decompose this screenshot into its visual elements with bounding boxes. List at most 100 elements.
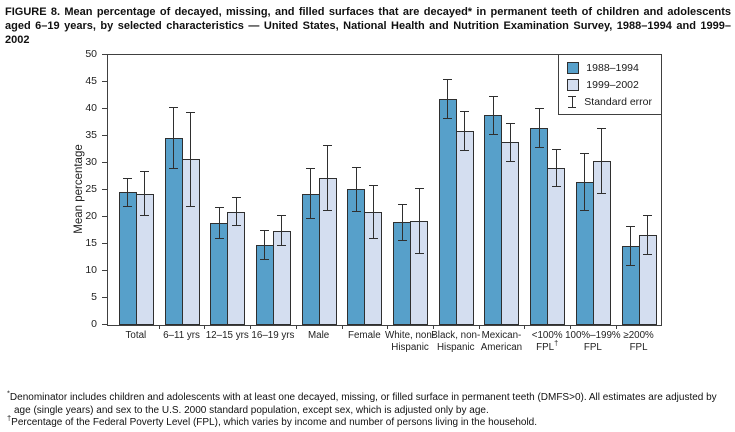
bar-1999-2002 (547, 167, 566, 325)
standard-error-icon (568, 96, 577, 108)
series-1988-1994-swatch-icon (567, 62, 580, 74)
error-bar (597, 128, 607, 195)
error-bar (443, 78, 453, 119)
figure-title: FIGURE 8. Mean percentage of decayed, mi… (5, 6, 731, 46)
error-bar (643, 214, 653, 255)
error-bar (368, 185, 378, 240)
error-bar (505, 122, 515, 163)
footnote-text: Denominator includes children and adoles… (9, 392, 717, 416)
error-bar (551, 148, 561, 187)
bar-1988-1994 (118, 192, 137, 325)
bar-group (347, 55, 383, 325)
x-axis-tick-mark (295, 325, 297, 329)
y-axis-tick-label: 30 (85, 155, 97, 168)
error-bar (323, 145, 333, 212)
y-axis-tick-mark (102, 162, 107, 163)
error-bar (306, 168, 316, 220)
x-axis-category-label: 16–19 yrs (251, 330, 295, 341)
y-axis-tick-mark (102, 189, 107, 190)
x-axis-category-label: White, non- Hispanic (384, 330, 436, 353)
bar-group (301, 55, 337, 325)
bar-1999-2002 (455, 130, 474, 325)
y-axis-tick-mark (102, 297, 107, 298)
legend-item-1999-2002: 1999–2002 (567, 79, 652, 91)
bar-group (484, 55, 520, 325)
x-axis-category-label: ≥200% FPL (623, 330, 654, 353)
error-bar (231, 197, 241, 227)
x-axis-category-label: Mexican- American (480, 330, 523, 353)
error-bar (534, 107, 544, 148)
x-axis-category-label: Male (308, 330, 330, 341)
y-axis-tick-mark (102, 324, 107, 325)
bar-1988-1994 (530, 127, 549, 325)
bar-group (164, 55, 200, 325)
x-axis-tick-mark (615, 325, 617, 329)
error-bar (351, 166, 361, 213)
y-axis-tick-label: 20 (85, 209, 97, 222)
error-bar (488, 95, 498, 136)
y-axis-tick-mark (102, 243, 107, 244)
plot-area: 1988–1994 1999–2002 Standard error (107, 54, 662, 326)
y-axis-tick-label: 5 (91, 290, 97, 303)
error-bar (123, 177, 133, 207)
x-axis-tick-mark (387, 325, 389, 329)
x-axis-tick-mark (341, 325, 343, 329)
x-axis-category-label: Female (348, 330, 381, 341)
y-axis-tick-mark (102, 54, 107, 55)
y-axis-tick-label: 15 (85, 236, 97, 249)
error-bar (397, 204, 407, 241)
legend: 1988–1994 1999–2002 Standard error (558, 54, 662, 115)
x-axis-labels: Total 6–11 yrs 12–15 yrs 16–19 yrs Male Femal… (107, 330, 660, 370)
x-axis-tick-mark (204, 325, 206, 329)
x-axis-category-label: <100% FPL† (531, 330, 563, 353)
error-bar (626, 225, 636, 266)
bar-group (393, 55, 429, 325)
bar-1988-1994 (484, 115, 503, 325)
bar-1988-1994 (438, 98, 457, 325)
bar-chart: Mean percentage 0 5 10 15 20 25 30 35 40 45 50 198… (0, 48, 735, 376)
y-axis-tick-label: 10 (85, 263, 97, 276)
series-1999-2002-swatch-icon (567, 79, 580, 91)
y-axis-tick-mark (102, 135, 107, 136)
y-axis-tick-label: 50 (85, 47, 97, 60)
error-bar (277, 214, 287, 247)
bar-group (621, 55, 657, 325)
y-axis-tick-mark (102, 216, 107, 217)
x-axis-ticks (107, 325, 660, 330)
bar-group (210, 55, 246, 325)
footnote-marker: * (7, 388, 10, 398)
x-axis-category-label: 100%–199% FPL (565, 330, 621, 353)
x-axis-category-label: Black, non- Hispanic (431, 330, 481, 353)
error-bar (580, 153, 590, 211)
footnote-text: Percentage of the Federal Poverty Level … (11, 417, 538, 428)
x-axis-category-label: Total (125, 330, 147, 341)
y-axis-tick-label: 25 (85, 182, 97, 195)
error-bar (186, 111, 196, 207)
x-axis-tick-mark (432, 325, 434, 329)
error-bar (414, 188, 424, 255)
bar-group (118, 55, 154, 325)
footnotes: *Denominator includes children and adole… (0, 388, 735, 430)
footnote-marker: † (7, 413, 12, 423)
error-bar (260, 229, 270, 261)
legend-label: 1988–1994 (586, 62, 639, 74)
x-axis-category-label: 12–15 yrs (205, 330, 249, 341)
error-bar (460, 110, 470, 151)
bar-1999-2002 (227, 211, 246, 325)
y-axis-tick-mark (102, 108, 107, 109)
legend-label: Standard error (584, 96, 652, 108)
y-axis-tick-mark (102, 270, 107, 271)
y-axis-tick-label: 0 (91, 317, 97, 330)
x-axis-tick-mark (250, 325, 252, 329)
y-axis-tick-mark (102, 81, 107, 82)
bar-group (530, 55, 566, 325)
y-axis-tick-label: 35 (85, 128, 97, 141)
bar-group (438, 55, 474, 325)
bar-1999-2002 (501, 142, 520, 325)
legend-item-1988-1994: 1988–1994 (567, 62, 652, 74)
x-axis-tick-mark (570, 325, 571, 329)
bar-group (575, 55, 611, 325)
footnote-dagger: †Percentage of the Federal Poverty Level… (7, 413, 729, 430)
x-axis-tick-mark (524, 325, 526, 329)
